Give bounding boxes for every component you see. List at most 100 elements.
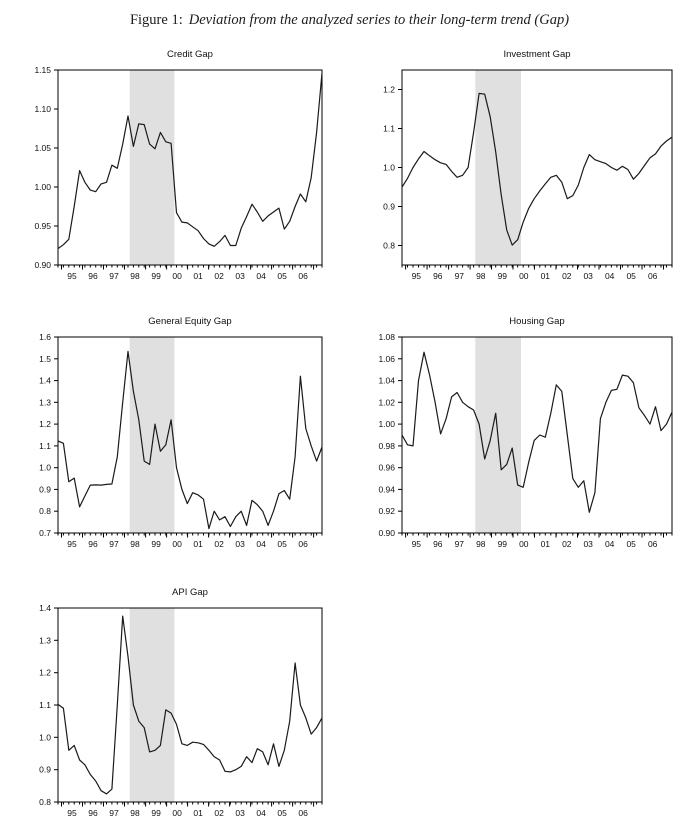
y-axis-tick-label: 0.95 <box>34 221 51 231</box>
x-axis-tick-label: 02 <box>214 808 224 818</box>
recession-band <box>129 70 175 265</box>
y-axis-tick-label: 1.10 <box>34 104 51 114</box>
x-axis-tick-label: 95 <box>412 271 422 281</box>
series-line <box>57 72 323 250</box>
figure-title-text: Deviation from the analyzed series to th… <box>188 12 570 28</box>
series-line <box>57 615 323 795</box>
y-axis-tick-label: 1.6 <box>39 332 51 342</box>
y-axis-tick-label: 1.00 <box>378 419 395 429</box>
x-axis-tick-label: 05 <box>277 808 287 818</box>
x-axis-tick-label: 05 <box>626 271 636 281</box>
x-axis-tick-label: 01 <box>193 808 203 818</box>
x-axis-tick-label: 03 <box>583 539 593 549</box>
x-axis-tick-label: 06 <box>298 271 308 281</box>
y-axis-tick-label: 1.02 <box>378 397 395 407</box>
x-axis-tick-label: 01 <box>193 539 203 549</box>
x-axis-tick-label: 06 <box>648 539 658 549</box>
plot-frame <box>57 69 323 266</box>
x-axis-tick-label: 04 <box>256 539 266 549</box>
y-axis-tick-label: 1.0 <box>39 732 51 742</box>
x-axis-tick-label: 97 <box>109 539 119 549</box>
y-axis-tick-label: 0.9 <box>383 202 395 212</box>
x-axis-tick-label: 00 <box>519 539 529 549</box>
y-axis-tick-label: 0.90 <box>378 528 395 538</box>
y-axis-tick-label: 1.2 <box>39 668 51 678</box>
y-axis-tick-label: 0.92 <box>378 506 395 516</box>
x-axis-tick-label: 05 <box>626 539 636 549</box>
chart-title-investment-gap: Investment Gap <box>503 49 571 60</box>
chart-plot-housing-gap: 0.90 0.92 0.94 0.96 0.98 1.00 1.02 1.04 1.06 1.08… <box>378 332 673 549</box>
chart-title-housing-gap: Housing Gap <box>509 316 565 327</box>
recession-band <box>129 337 175 533</box>
x-axis-tick-label: 96 <box>88 808 98 818</box>
y-axis-tick-label: 0.8 <box>39 506 51 516</box>
y-axis-tick-label: 0.9 <box>39 484 51 494</box>
chart-title-credit-gap: Credit Gap <box>167 49 213 60</box>
y-axis-tick-label: 1.1 <box>39 441 51 451</box>
figure-title-prefix: Figure 1: <box>129 12 183 28</box>
chart-plot-investment-gap: 0.8 0.9 1.0 1.1 1.2 95 96 97 98 99 00 01 02 03 04 05 06 <box>383 69 673 281</box>
y-axis-tick-label: 0.94 <box>378 484 395 494</box>
y-axis-tick-label: 1.1 <box>383 124 395 134</box>
y-axis-tick-label: 1.4 <box>39 603 51 613</box>
y-axis-tick-label: 0.8 <box>383 241 395 251</box>
y-axis-tick-label: 0.96 <box>378 463 395 473</box>
x-axis-tick-label: 01 <box>193 271 203 281</box>
y-axis-tick-label: 1.05 <box>34 143 51 153</box>
chart-housing-gap: Housing Gap 0.90 0.92 0.94 0.96 0.98 1.00 1.02… <box>358 314 678 555</box>
x-axis-tick-label: 96 <box>88 271 98 281</box>
x-axis-tick-label: 96 <box>433 539 443 549</box>
x-axis-tick-label: 03 <box>235 271 245 281</box>
y-axis-tick-label: 1.04 <box>378 376 395 386</box>
x-axis-tick-label: 04 <box>605 271 615 281</box>
x-axis-tick-label: 95 <box>67 539 77 549</box>
chart-title-api-gap: API Gap <box>172 587 208 598</box>
x-axis-tick-label: 97 <box>455 271 465 281</box>
series-line <box>57 350 323 530</box>
x-axis-tick-label: 03 <box>583 271 593 281</box>
x-axis-tick-label: 02 <box>214 271 224 281</box>
x-axis-tick-label: 97 <box>455 539 465 549</box>
series-line <box>401 351 673 513</box>
y-axis-tick-label: 1.3 <box>39 397 51 407</box>
y-axis-tick-label: 1.1 <box>39 700 51 710</box>
y-axis-tick-label: 0.8 <box>39 797 51 807</box>
x-axis-tick-label: 00 <box>172 808 182 818</box>
y-axis-tick-label: 0.98 <box>378 441 395 451</box>
x-axis-tick-label: 06 <box>298 539 308 549</box>
x-axis-tick-label: 01 <box>541 271 551 281</box>
x-axis-tick-label: 06 <box>298 808 308 818</box>
x-axis-tick-label: 00 <box>172 271 182 281</box>
chart-title-general-equity-gap: General Equity Gap <box>148 316 232 327</box>
x-axis-tick-label: 98 <box>130 539 140 549</box>
chart-investment-gap: Investment Gap 0.8 0.9 1.0 1.1 1.2 95 96 97 98 99… <box>358 47 678 287</box>
x-axis-tick-label: 00 <box>172 539 182 549</box>
x-axis-tick-label: 95 <box>67 808 77 818</box>
y-axis-tick-label: 1.3 <box>39 635 51 645</box>
x-axis-tick-label: 96 <box>88 539 98 549</box>
y-axis-tick-label: 1.5 <box>39 354 51 364</box>
x-axis-tick-label: 95 <box>67 271 77 281</box>
chart-plot-api-gap: 0.8 0.9 1.0 1.1 1.2 1.3 1.4 95 96 97 98 99 00 01 02 03 0… <box>39 603 323 818</box>
chart-plot-credit-gap: 0.90 0.95 1.00 1.05 1.10 1.15 95 96 97 98 99 00 01 02… <box>34 65 323 281</box>
recession-band <box>129 608 175 802</box>
x-axis-tick-label: 99 <box>151 271 161 281</box>
y-axis-tick-label: 1.15 <box>34 65 51 75</box>
chart-credit-gap: Credit Gap 0.90 0.95 1.00 1.05 1.10 1.15 95 96 9… <box>14 47 328 287</box>
x-axis-tick-label: 04 <box>256 271 266 281</box>
x-axis-tick-label: 05 <box>277 539 287 549</box>
y-axis-tick-label: 1.00 <box>34 182 51 192</box>
y-axis-tick-label: 0.7 <box>39 528 51 538</box>
y-axis-tick-label: 1.0 <box>39 463 51 473</box>
x-axis-tick-label: 98 <box>476 539 486 549</box>
plot-frame <box>401 69 673 266</box>
y-axis-tick-label: 1.08 <box>378 332 395 342</box>
x-axis-tick-label: 03 <box>235 539 245 549</box>
x-axis-tick-label: 02 <box>562 271 572 281</box>
x-axis-tick-label: 99 <box>151 808 161 818</box>
x-axis-tick-label: 96 <box>433 271 443 281</box>
plot-frame <box>401 336 673 534</box>
x-axis-tick-label: 97 <box>109 808 119 818</box>
x-axis-tick-label: 99 <box>498 539 508 549</box>
y-axis-tick-label: 1.4 <box>39 376 51 386</box>
